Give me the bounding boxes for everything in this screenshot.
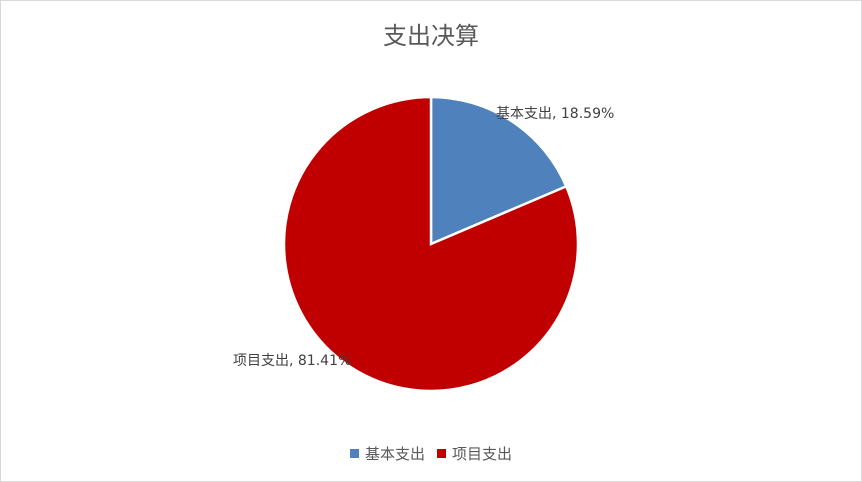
- legend-item-project: 项目支出: [437, 443, 512, 464]
- legend-swatch-project: [437, 449, 446, 458]
- data-label-basic: 基本支出, 18.59%: [496, 106, 615, 122]
- chart-title: 支出决算: [383, 22, 479, 50]
- pie-slice-basic: [429, 95, 568, 246]
- data-label-project: 项目支出, 81.41%: [233, 353, 352, 369]
- legend-item-basic: 基本支出: [349, 443, 425, 464]
- legend-swatch-basic: [349, 449, 359, 458]
- legend: 基本支出 项目支出: [0, 443, 862, 464]
- legend-label-basic: 基本支出: [364, 445, 425, 463]
- legend-label-project: 项目支出: [452, 445, 513, 463]
- pie-slice-project: [282, 95, 580, 393]
